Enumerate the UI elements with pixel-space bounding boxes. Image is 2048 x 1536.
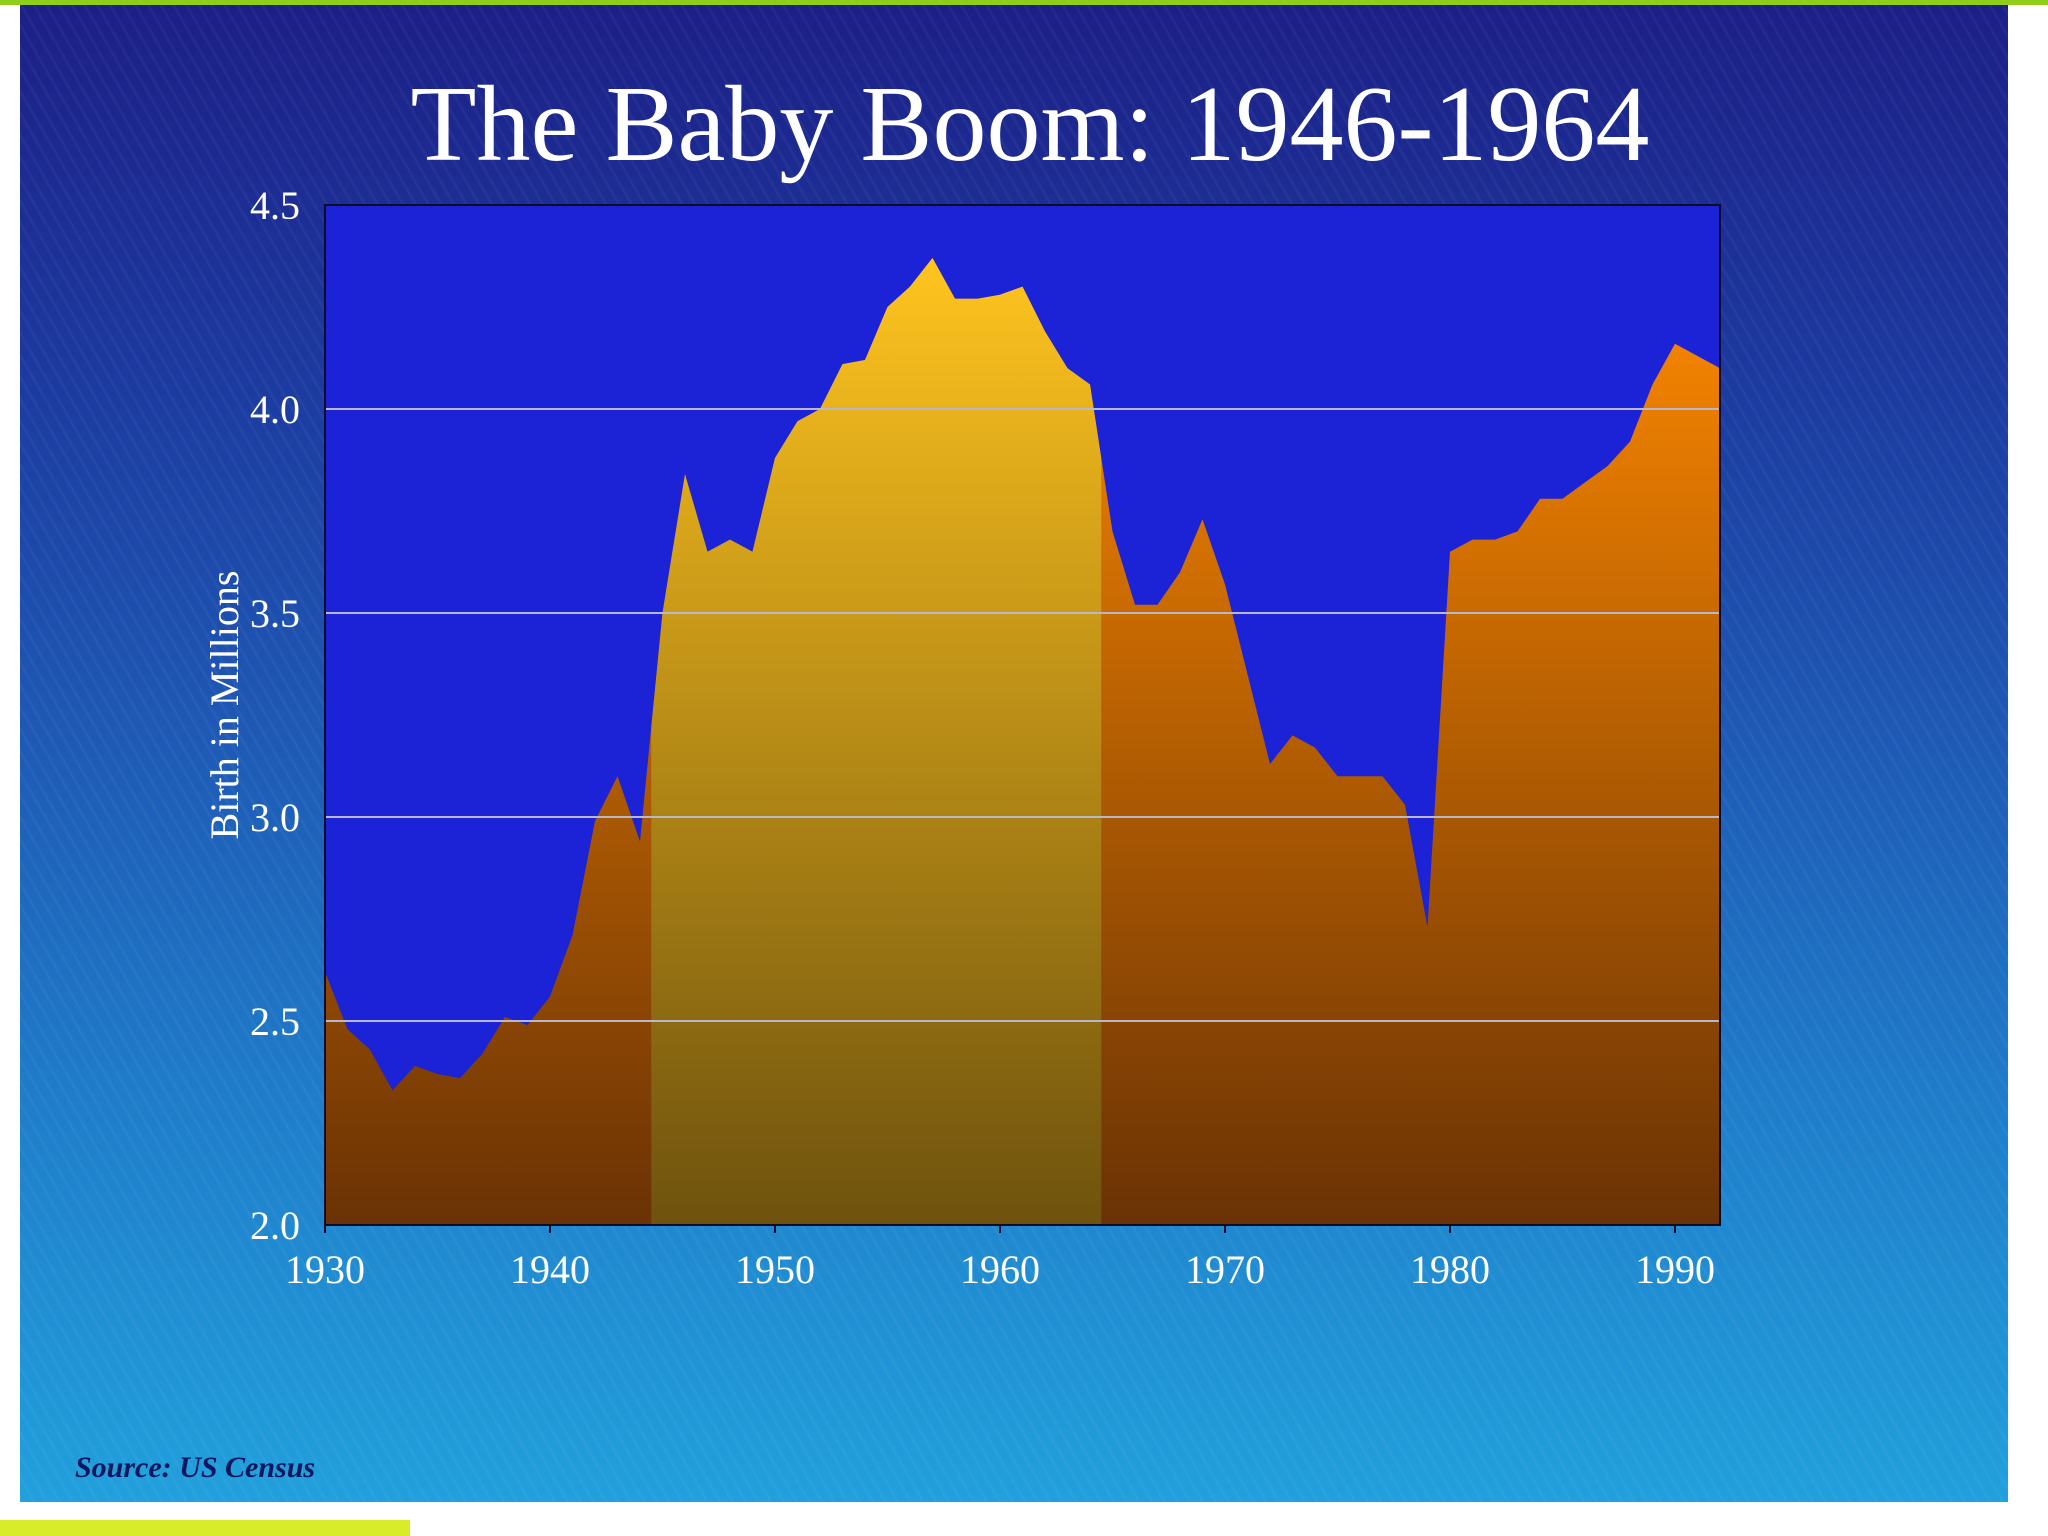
y-axis-label: Birth in Millions xyxy=(202,571,247,840)
x-tick-label: 1950 xyxy=(735,1247,815,1292)
plot-frame xyxy=(324,204,1721,1226)
y-tick-label: 2.0 xyxy=(250,1203,300,1248)
chart-title: The Baby Boom: 1946-1964 xyxy=(411,65,1650,184)
y-axis-ticks: 2.0 2.5 3.0 3.5 4.0 4.5 xyxy=(250,183,300,1248)
x-tick-label: 1940 xyxy=(510,1247,590,1292)
x-tick-label: 1970 xyxy=(1185,1247,1265,1292)
source-note: Source: US Census xyxy=(75,1451,315,1484)
x-tick-label: 1980 xyxy=(1410,1247,1490,1292)
baby-boom-highlight-area xyxy=(651,258,1102,1225)
y-tick-label: 4.5 xyxy=(250,183,300,228)
gridlines xyxy=(325,408,1720,1022)
top-accent-bar xyxy=(0,0,2048,5)
x-tick-label: 1930 xyxy=(285,1247,365,1292)
y-tick-label: 3.0 xyxy=(250,795,300,840)
baby-boom-chart: The Baby Boom: 1946-1964 2.0 2.5 3.0 3.5 4.0… xyxy=(75,65,1721,1484)
y-tick-label: 4.0 xyxy=(250,387,300,432)
y-tick-label: 3.5 xyxy=(250,591,300,636)
y-tick-label: 2.5 xyxy=(250,999,300,1044)
slide-background: The Baby Boom: 1946-1964 2.0 2.5 3.0 3.5 4.0… xyxy=(20,5,2008,1502)
x-axis-ticks: 1930 1940 1950 1960 1970 1980 1990 xyxy=(285,1225,1715,1292)
bottom-accent-bar xyxy=(0,1520,410,1536)
x-tick-label: 1960 xyxy=(960,1247,1040,1292)
x-tick-label: 1990 xyxy=(1635,1247,1715,1292)
